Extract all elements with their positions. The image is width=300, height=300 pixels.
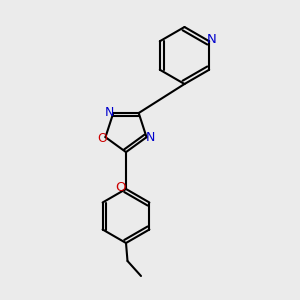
Text: N: N xyxy=(207,33,217,46)
Text: O: O xyxy=(115,181,126,194)
Text: N: N xyxy=(105,106,114,119)
Text: O: O xyxy=(98,132,107,145)
Text: N: N xyxy=(146,131,155,144)
